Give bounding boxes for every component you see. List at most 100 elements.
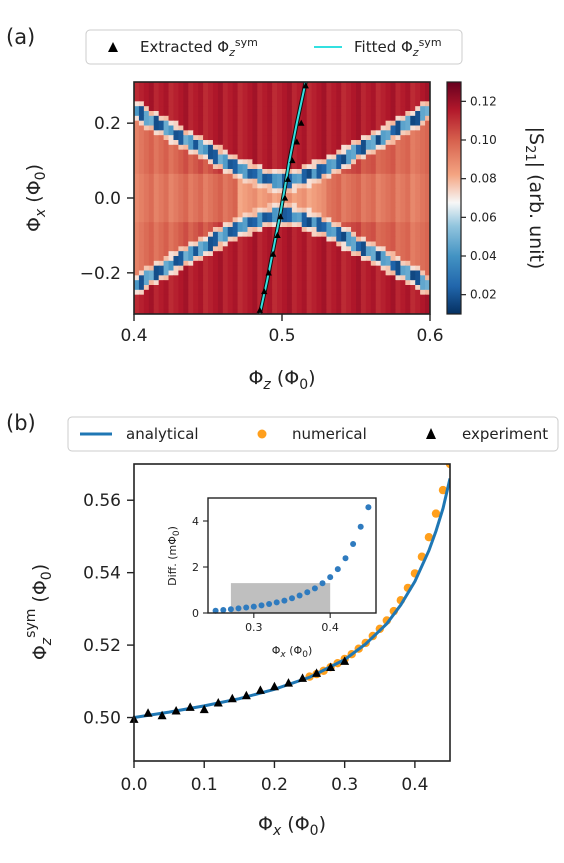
heatmap-cell xyxy=(277,106,283,112)
heatmap-cell xyxy=(193,198,199,204)
heatmap-cell xyxy=(217,256,224,262)
heatmap-cell xyxy=(365,86,372,93)
heatmap-cell xyxy=(360,82,367,88)
heatmap-cell xyxy=(178,188,184,194)
heatmap-cell xyxy=(267,212,273,218)
heatmap-cell xyxy=(321,275,327,281)
heatmap-cell xyxy=(168,241,175,247)
heatmap-cell xyxy=(425,82,430,88)
heatmap-cell xyxy=(173,120,179,127)
heatmap-cell xyxy=(242,159,249,165)
heatmap-cell xyxy=(380,231,387,238)
y-tick-label-a: −0.2 xyxy=(80,264,121,284)
heatmap-cell xyxy=(153,251,160,257)
heatmap-cell xyxy=(212,149,219,156)
heatmap-cell xyxy=(153,285,160,291)
heatmap-cell xyxy=(326,106,332,112)
heatmap-cell xyxy=(336,91,342,98)
heatmap-cell xyxy=(425,135,430,141)
heatmap-cell xyxy=(311,106,318,112)
heatmap-cell xyxy=(222,202,229,209)
heatmap-cell xyxy=(351,111,357,117)
heatmap-cell xyxy=(198,294,204,301)
heatmap-cell xyxy=(346,227,352,233)
heatmap-cell xyxy=(282,115,288,122)
heatmap-cell xyxy=(301,241,308,247)
heatmap-cell xyxy=(420,188,426,194)
heatmap-cell xyxy=(188,188,194,194)
heatmap-cell xyxy=(370,304,377,310)
heatmap-cell xyxy=(277,241,283,247)
heatmap-cell xyxy=(178,260,184,267)
heatmap-cell xyxy=(232,140,239,146)
heatmap-cell xyxy=(158,183,165,189)
heatmap-cell xyxy=(306,299,313,305)
heatmap-cell xyxy=(158,231,165,238)
heatmap-cell xyxy=(370,256,377,262)
heatmap-cell xyxy=(183,154,189,160)
heatmap-cell xyxy=(346,86,352,93)
heatmap-cell xyxy=(163,125,170,131)
heatmap-cell xyxy=(385,159,392,165)
heatmap-cell xyxy=(232,227,239,233)
heatmap-cell xyxy=(380,260,387,267)
heatmap-cell xyxy=(237,82,244,88)
heatmap-cell xyxy=(153,289,160,296)
heatmap-cell xyxy=(173,193,179,199)
heatmap-cell xyxy=(405,280,411,286)
heatmap-cell xyxy=(173,304,179,310)
heatmap-cell xyxy=(356,183,362,189)
heatmap-cell xyxy=(395,222,401,228)
heatmap-cell xyxy=(178,96,184,102)
heatmap-cell xyxy=(257,193,263,199)
heatmap-cell xyxy=(351,193,357,199)
heatmap-cell xyxy=(188,304,194,310)
heatmap-cell xyxy=(385,202,392,209)
heatmap-cell xyxy=(395,246,401,252)
heatmap-cell xyxy=(262,231,268,238)
heatmap-cell xyxy=(193,241,199,247)
heatmap-cell xyxy=(242,222,249,228)
heatmap-cell xyxy=(390,299,397,305)
heatmap-cell xyxy=(405,251,411,257)
heatmap-cell xyxy=(370,183,377,189)
heatmap-cell xyxy=(212,236,219,243)
heatmap-cell xyxy=(208,144,214,151)
heatmap-cell xyxy=(232,169,239,175)
heatmap-cell xyxy=(405,154,411,160)
heatmap-cell xyxy=(301,270,308,276)
heatmap-cell xyxy=(321,280,327,286)
heatmap-cell xyxy=(410,202,416,209)
heatmap-cell xyxy=(134,91,140,98)
heatmap-cell xyxy=(425,280,430,286)
heatmap-cell xyxy=(252,101,258,107)
heatmap-cell xyxy=(163,159,170,165)
heatmap-cell xyxy=(198,149,204,156)
heatmap-cell xyxy=(168,198,175,204)
heatmap-cell xyxy=(410,125,416,131)
heatmap-cell xyxy=(208,125,214,131)
heatmap-cell xyxy=(341,154,347,160)
heatmap-cell xyxy=(296,154,303,160)
heatmap-cell xyxy=(380,280,387,286)
heatmap-cell xyxy=(212,309,219,314)
heatmap-cell xyxy=(420,106,426,112)
heatmap-cell xyxy=(301,260,308,267)
heatmap-cell xyxy=(163,96,170,102)
heatmap-cell xyxy=(188,217,194,223)
heatmap-cell xyxy=(390,135,397,141)
heatmap-cell xyxy=(326,265,332,272)
heatmap-cell xyxy=(217,285,224,291)
heatmap-cell xyxy=(232,294,239,301)
heatmap-cell xyxy=(222,91,229,98)
heatmap-cell xyxy=(208,173,214,180)
heatmap-cell xyxy=(168,246,175,252)
heatmap-cell xyxy=(415,212,421,218)
heatmap-cell xyxy=(247,96,253,102)
heatmap-cell xyxy=(365,217,372,223)
heatmap-cell xyxy=(415,115,421,122)
heatmap-cell xyxy=(262,275,268,281)
heatmap-cell xyxy=(134,193,140,199)
heatmap-cell xyxy=(360,169,367,175)
heatmap-cell xyxy=(178,202,184,209)
